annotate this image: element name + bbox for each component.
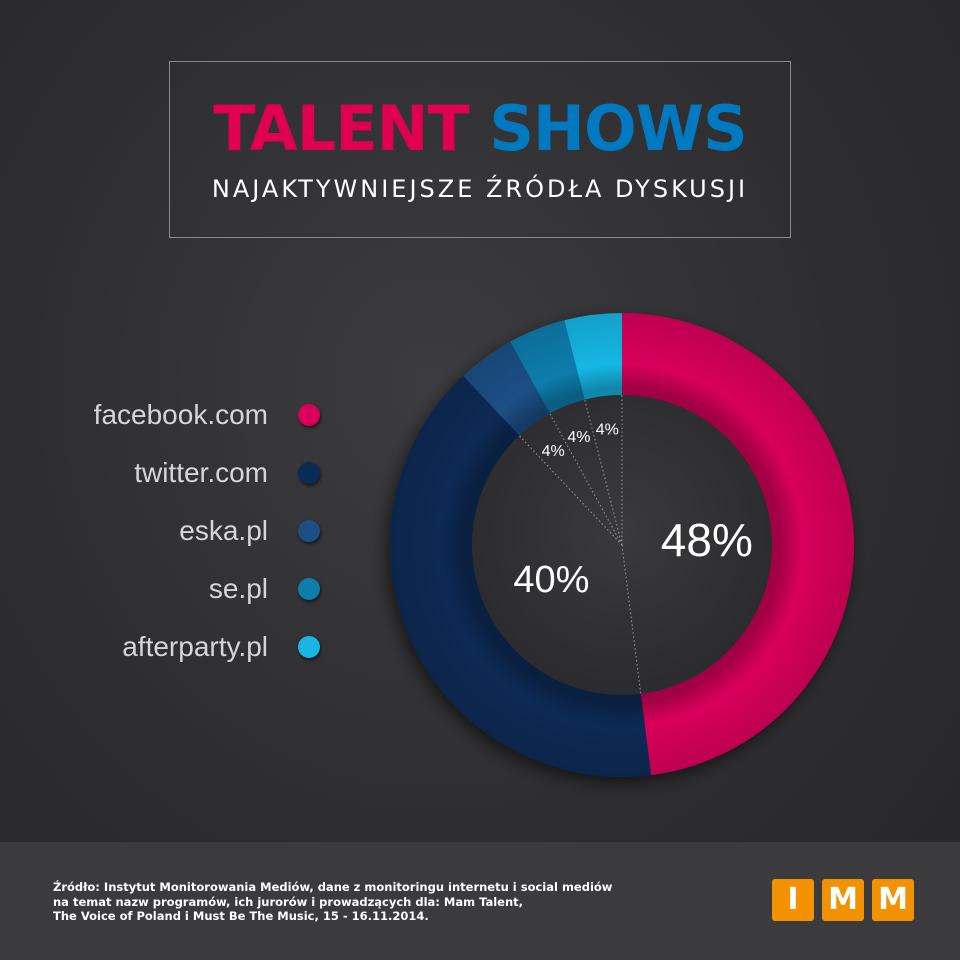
legend-swatch — [298, 578, 320, 600]
legend-label: facebook.com — [93, 399, 268, 430]
slice-divider — [549, 413, 623, 546]
legend-label: se.pl — [208, 573, 268, 604]
legend-label: afterparty.pl — [122, 631, 268, 662]
legend-swatch — [298, 462, 320, 484]
slice-divider — [621, 544, 642, 694]
slice-divider — [518, 435, 623, 546]
legend-item-facebook: facebook.com — [40, 395, 340, 435]
legend-label: eska.pl — [179, 515, 268, 546]
data-label-eska: 4% — [542, 443, 565, 460]
chart-subtitle: NAJAKTYWNIEJSZE ŹRÓDŁA DYSKUSJI — [211, 175, 749, 203]
legend-item-se: se.pl — [40, 569, 340, 609]
logo-tile: M — [822, 879, 864, 921]
chart-title: TALENT SHOWS — [170, 94, 790, 164]
legend-label: twitter.com — [134, 457, 268, 488]
imm-logo: I M M — [772, 879, 914, 921]
logo-tile: I — [772, 879, 814, 921]
legend-swatch — [298, 520, 320, 542]
legend-item-twitter: twitter.com — [40, 453, 340, 493]
title-word-talent: TALENT — [213, 92, 470, 165]
data-label-twitter: 40% — [513, 559, 589, 601]
footer: Źródło: Instytut Monitorowania Mediów, d… — [0, 842, 960, 960]
data-label-se: 4% — [567, 429, 590, 446]
data-label-afterparty: 4% — [596, 422, 619, 439]
title-box: TALENT SHOWS NAJAKTYWNIEJSZE ŹRÓDŁA DYSK… — [169, 61, 791, 238]
legend-item-afterparty: afterparty.pl — [40, 627, 340, 667]
legend-item-eska: eska.pl — [40, 511, 340, 551]
data-label-facebook: 48% — [661, 514, 753, 566]
source-line: Źródło: Instytut Monitorowania Mediów, d… — [53, 880, 613, 894]
source-line: The Voice of Poland i Must Be The Music,… — [53, 909, 429, 923]
title-word-shows: SHOWS — [489, 92, 747, 165]
legend-swatch — [298, 404, 320, 426]
source-line: na temat nazw programów, ich jurorów i p… — [53, 894, 524, 909]
source-note: Źródło: Instytut Monitorowania Mediów, d… — [53, 880, 613, 924]
slice-divider — [584, 399, 623, 546]
legend-swatch — [298, 636, 320, 658]
logo-tile: M — [872, 879, 914, 921]
